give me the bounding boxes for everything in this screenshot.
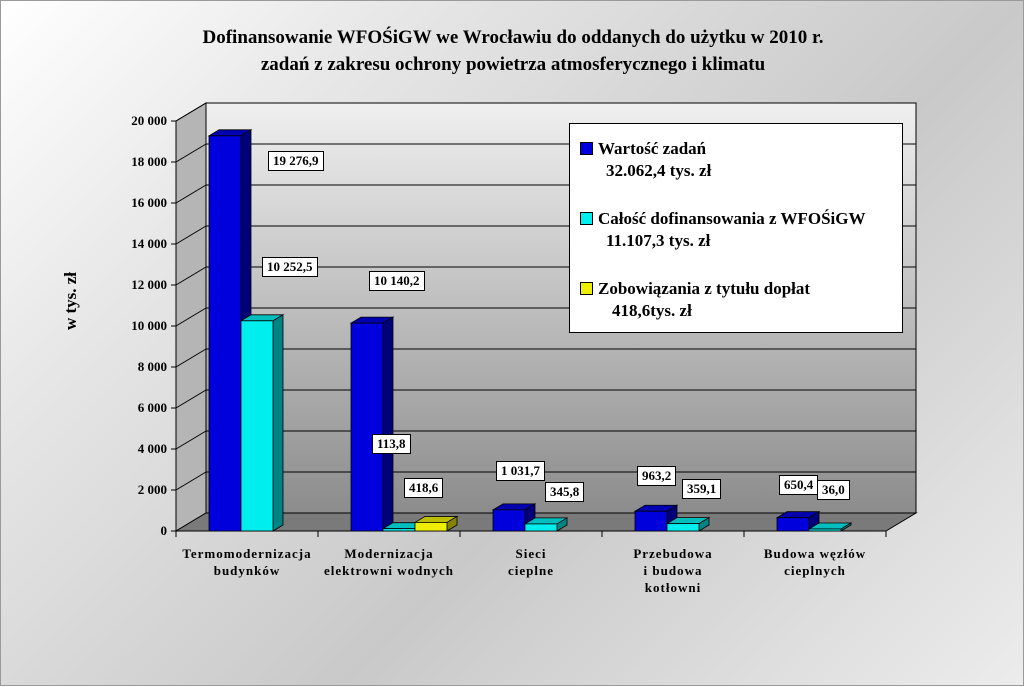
x-tick-label-line: cieplnych: [784, 563, 846, 578]
legend-series-name: Całość dofinansowania z WFOŚiGW: [598, 209, 866, 228]
legend-series-name: Zobowiązania z tytułu dopłat: [598, 279, 811, 298]
y-tick-label: 12 000: [131, 277, 167, 292]
data-label: 10 252,5: [262, 257, 318, 277]
x-tick-label: Modernizacja elektrowni wodnych: [319, 545, 459, 579]
bar: [414, 522, 448, 532]
gridline-side: [175, 389, 207, 409]
x-tick-label: Budowa węzłów cieplnych: [745, 545, 885, 579]
y-tick-label: 8 000: [138, 359, 167, 374]
chart-title-line-2: zadań z zakresu ochrony powietrza atmosf…: [260, 54, 766, 75]
y-tick-label: 14 000: [131, 236, 167, 251]
x-tick-label-line: Termomodernizacja: [182, 546, 312, 561]
data-label: 10 140,2: [369, 271, 425, 291]
y-tick-label: 6 000: [138, 400, 167, 415]
y-tick-label: 10 000: [131, 318, 167, 333]
y-tick-label: 16 000: [131, 195, 167, 210]
bar: [808, 528, 842, 532]
x-tick-label: Termomodernizacja budynków: [177, 545, 317, 579]
data-label: 359,1: [682, 479, 722, 499]
x-tick-label-line: cieplne: [508, 563, 554, 578]
gridline-side: [175, 266, 207, 286]
data-label: 418,6: [404, 478, 444, 498]
y-tick-label: 4 000: [138, 441, 167, 456]
x-tick-label-line: elektrowni wodnych: [323, 563, 455, 578]
bar: [666, 523, 700, 532]
x-tick-label-line: Przebudowa: [633, 546, 713, 561]
data-label: 650,4: [779, 475, 819, 495]
bar: [240, 320, 274, 532]
bar: [776, 517, 810, 532]
legend: Wartość zadań 32.062,4 tys. zł Całość do…: [569, 123, 903, 333]
bar: [524, 523, 558, 532]
data-label: 1 031,7: [496, 461, 545, 481]
gridline-side: [175, 430, 207, 450]
x-tick-label-line: kotłowni: [644, 580, 702, 595]
gridline-side: [175, 307, 207, 327]
chart-title-line-1: Dofinansowanie WFOŚiGW we Wrocławiu do o…: [202, 27, 824, 48]
bar: [382, 528, 416, 532]
gridline-side: [175, 348, 207, 368]
x-tick-label-line: Budowa węzłów: [763, 546, 867, 561]
x-tick-label: Sieci cieplne: [461, 545, 601, 579]
gridline-side: [175, 471, 207, 491]
legend-swatch-cyan: [580, 212, 593, 225]
x-tick-label-line: budynków: [213, 563, 281, 578]
x-tick-label-line: i budowa: [643, 563, 703, 578]
bar-side: [272, 314, 284, 532]
x-tick-label-line: Sieci: [515, 546, 547, 561]
y-axis-label: w tys. zł: [61, 271, 80, 331]
legend-series-detail: 32.062,4 tys. zł: [606, 161, 712, 180]
gridline-side: [175, 102, 207, 122]
x-tick-label: Przebudowa i budowa kotłowni: [603, 545, 743, 596]
bar: [208, 135, 242, 532]
legend-series-detail: 418,6tys. zł: [612, 301, 692, 320]
gridline-side: [175, 184, 207, 204]
bar: [492, 509, 526, 532]
data-label: 963,2: [637, 466, 677, 486]
bar-side: [382, 316, 394, 532]
y-tick-label: 0: [161, 523, 168, 538]
legend-series-name: Wartość zadań: [598, 139, 707, 158]
legend-series-detail: 11.107,3 tys. zł: [606, 231, 711, 250]
data-label: 19 276,9: [268, 151, 324, 171]
y-tick-label: 20 000: [131, 113, 167, 128]
gridline-side: [175, 143, 207, 163]
data-label: 36,0: [817, 480, 850, 500]
bar: [350, 322, 384, 532]
y-tick-label: 2 000: [138, 482, 167, 497]
legend-swatch-blue: [580, 142, 593, 155]
data-label: 113,8: [372, 434, 411, 454]
x-tick-label-line: Modernizacja: [344, 546, 434, 561]
y-tick-label: 18 000: [131, 154, 167, 169]
gridline-side: [175, 225, 207, 245]
legend-swatch-yellow: [580, 282, 593, 295]
data-label: 345,8: [545, 482, 585, 502]
bar: [634, 510, 668, 532]
